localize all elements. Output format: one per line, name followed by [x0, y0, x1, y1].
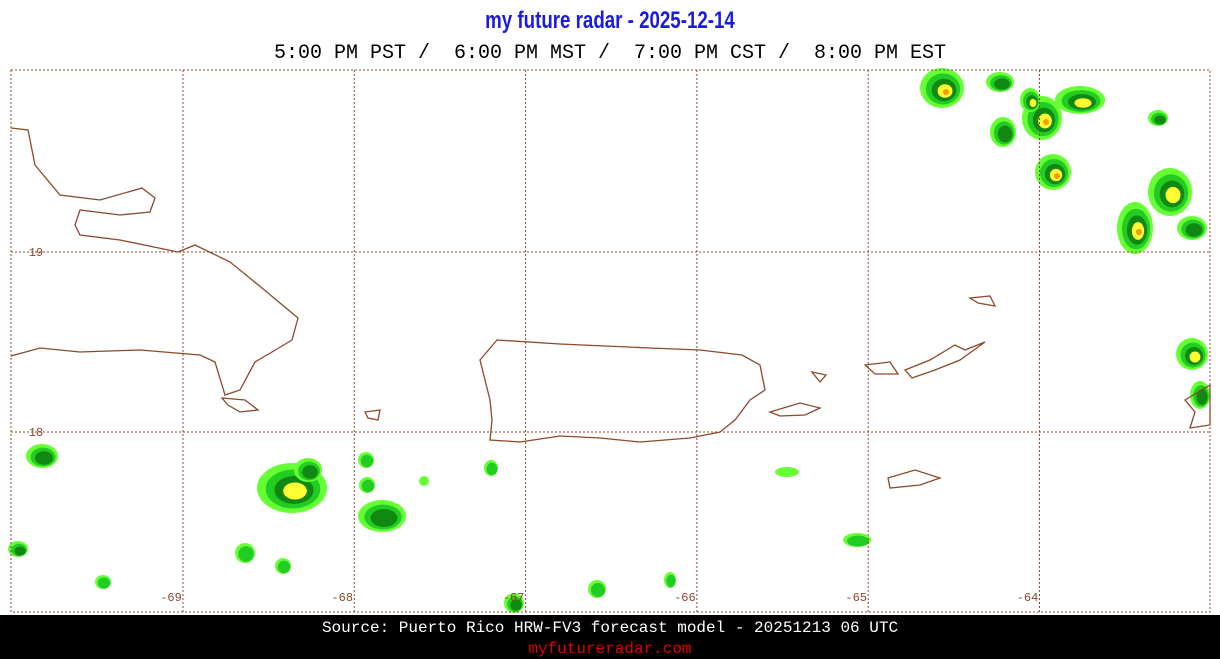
- latitude-label: 18: [29, 426, 43, 440]
- radar-echo: [370, 509, 398, 527]
- radar-echo: [419, 476, 429, 486]
- radar-echo: [1074, 98, 1092, 108]
- radar-echo: [1043, 119, 1049, 125]
- source: Source: Puerto Rico HRW-FV3 forecast mod…: [322, 619, 898, 637]
- longitude-label: -68: [331, 591, 353, 605]
- coastline: [810, 370, 828, 384]
- radar-echo: [847, 535, 869, 547]
- coastline: [863, 361, 900, 375]
- radar-echo: [590, 582, 606, 598]
- radar-echo: [997, 125, 1013, 143]
- longitude-label: -67: [503, 591, 525, 605]
- site-link[interactable]: myfutureradar.com: [528, 640, 691, 658]
- radar-echo: [775, 467, 799, 477]
- coastline: [1184, 383, 1211, 429]
- radar-echo: [1196, 389, 1208, 405]
- footer-bar: [0, 615, 1220, 659]
- longitude-label: -65: [845, 591, 867, 605]
- coastline: [220, 397, 260, 413]
- coastline: [887, 469, 943, 489]
- radar-layer: [8, 68, 1210, 613]
- longitude-label: -66: [674, 591, 696, 605]
- coastline: [364, 409, 381, 421]
- radar-echo: [97, 577, 111, 589]
- coastline: [768, 402, 822, 417]
- radar-echo: [360, 454, 374, 468]
- radar-echo: [666, 574, 676, 588]
- coastline: [10, 127, 299, 396]
- radar-echo: [1185, 223, 1203, 237]
- radar-echo: [238, 546, 254, 562]
- radar-echo: [277, 560, 291, 574]
- coastline: [479, 339, 766, 443]
- map-frame: [10, 69, 1211, 613]
- latitude-label: 19: [29, 246, 43, 260]
- radar-echo: [486, 462, 498, 476]
- radar-echo: [1189, 351, 1201, 363]
- grid: -69 -68 -67 -66 -65 -64 19 18: [10, 69, 1211, 613]
- longitude-label: -69: [160, 591, 182, 605]
- radar-echo: [943, 89, 949, 95]
- radar-echo: [361, 479, 375, 493]
- radar-echo: [1136, 228, 1142, 236]
- radar-echo: [1054, 173, 1060, 179]
- radar-echo: [1165, 186, 1181, 204]
- radar-echo: [994, 78, 1010, 90]
- radar-echo: [1154, 115, 1166, 125]
- coastlines: [10, 127, 1211, 489]
- radar-echo: [283, 482, 307, 500]
- radar-echo: [1029, 98, 1037, 108]
- radar-echo: [14, 546, 26, 556]
- radar-echo: [302, 465, 318, 479]
- longitude-label: -64: [1017, 591, 1039, 605]
- radar-echo: [35, 451, 53, 465]
- radar-echo: [510, 599, 522, 611]
- coastline: [903, 341, 986, 379]
- time-zones: 5:00 PM PST / 6:00 PM MST / 7:00 PM CST …: [274, 42, 946, 65]
- coastline: [968, 295, 997, 307]
- title: my future radar - 2025-12-14: [485, 7, 735, 34]
